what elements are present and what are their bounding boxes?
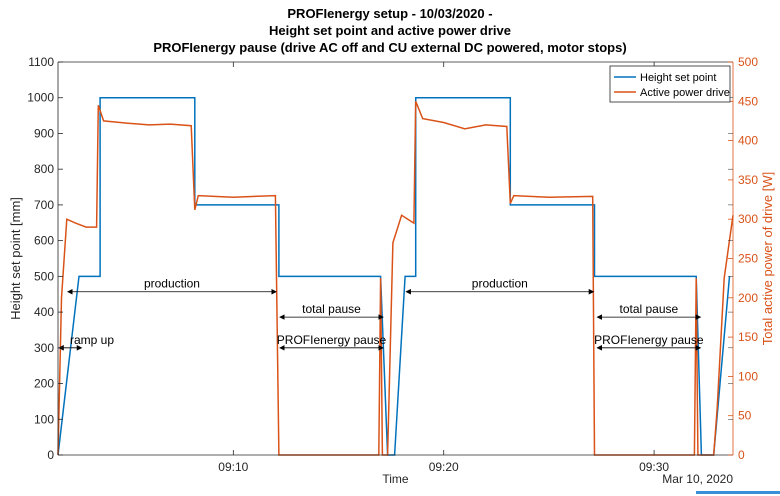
y-left-tick-label: 800 [34, 162, 54, 176]
y-left-tick-label: 100 [34, 412, 54, 426]
y-left-tick-label: 600 [34, 234, 54, 248]
x-tick-label: 09:30 [639, 460, 669, 474]
chart-title-line-1: PROFIenergy setup - 10/03/2020 - [287, 6, 493, 21]
x-axis-date-label: Mar 10, 2020 [662, 472, 733, 486]
y-right-tick-label: 150 [738, 330, 758, 344]
annotation-label-3: PROFIenergy pause [277, 333, 387, 347]
y-right-tick-label: 50 [738, 409, 752, 423]
annotation-label-1: production [144, 277, 200, 291]
annotation-label-2: total pause [302, 302, 361, 316]
y-right-tick-label: 500 [738, 55, 758, 69]
y-left-tick-label: 200 [34, 377, 54, 391]
y-right-tick-label: 0 [738, 448, 745, 462]
annotation-label-6: PROFIenergy pause [594, 333, 704, 347]
chart-title-line-3: PROFIenergy pause (drive AC off and CU e… [153, 40, 627, 55]
series-line-height-set-point [57, 96, 731, 456]
y-left-tick-label: 500 [34, 269, 54, 283]
annotation-label-4: production [472, 277, 528, 291]
y-left-tick-label: 0 [47, 448, 54, 462]
y-left-tick-label: 700 [34, 198, 54, 212]
y-left-tick-label: 1000 [27, 91, 54, 105]
y-right-tick-label: 350 [738, 173, 758, 187]
chart-title-line-2: Height set point and active power drive [269, 23, 511, 38]
x-tick-label: 09:10 [218, 460, 248, 474]
y-right-tick-label: 450 [738, 94, 758, 108]
annotation-label-5: total pause [619, 302, 678, 316]
y-right-tick-label: 300 [738, 212, 758, 226]
legend-label: Active power drive [640, 87, 730, 99]
y-left-tick-label: 400 [34, 305, 54, 319]
y-left-tick-label: 300 [34, 341, 54, 355]
y-right-axis-label: Total active power of drive [W] [760, 172, 775, 345]
y-left-tick-label: 1100 [28, 55, 54, 69]
y-right-tick-label: 400 [738, 134, 758, 148]
legend-label: Height set point [640, 72, 716, 84]
legend-box [609, 65, 731, 103]
y-right-tick-label: 200 [738, 291, 758, 305]
x-tick-label: 09:20 [429, 460, 459, 474]
y-right-tick-label: 100 [738, 369, 758, 383]
bottom-accent-strip [696, 491, 780, 494]
y-right-tick-label: 250 [738, 252, 758, 266]
annotation-label-0: ramp up [70, 333, 114, 347]
y-left-axis-label: Height set point [mm] [8, 197, 23, 320]
x-axis-label: Time [382, 472, 409, 486]
y-left-tick-label: 900 [34, 126, 54, 140]
